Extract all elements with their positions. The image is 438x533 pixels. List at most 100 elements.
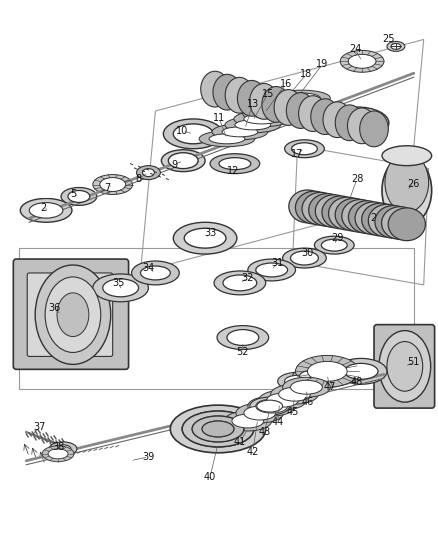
Ellipse shape bbox=[341, 199, 378, 232]
Ellipse shape bbox=[140, 266, 170, 280]
Ellipse shape bbox=[347, 54, 375, 68]
Ellipse shape bbox=[354, 202, 392, 235]
Text: 45: 45 bbox=[286, 407, 298, 417]
Ellipse shape bbox=[278, 387, 310, 401]
Ellipse shape bbox=[381, 207, 418, 239]
Ellipse shape bbox=[247, 259, 295, 281]
Text: 26: 26 bbox=[406, 179, 419, 189]
Ellipse shape bbox=[321, 239, 346, 251]
Text: 40: 40 bbox=[204, 472, 215, 482]
Ellipse shape bbox=[299, 370, 325, 382]
Text: 39: 39 bbox=[142, 452, 154, 462]
Ellipse shape bbox=[212, 74, 241, 110]
Ellipse shape bbox=[49, 442, 77, 456]
Ellipse shape bbox=[277, 373, 317, 390]
Ellipse shape bbox=[325, 107, 388, 139]
Ellipse shape bbox=[247, 396, 295, 416]
Ellipse shape bbox=[386, 42, 404, 51]
Ellipse shape bbox=[252, 109, 288, 119]
Ellipse shape bbox=[199, 131, 254, 147]
Ellipse shape bbox=[99, 177, 125, 191]
Text: 31: 31 bbox=[271, 258, 283, 268]
Ellipse shape bbox=[242, 106, 298, 122]
Ellipse shape bbox=[339, 51, 383, 72]
Ellipse shape bbox=[223, 275, 256, 291]
Text: 48: 48 bbox=[350, 377, 362, 387]
Ellipse shape bbox=[102, 279, 138, 297]
Ellipse shape bbox=[249, 84, 278, 119]
Ellipse shape bbox=[374, 206, 411, 238]
Text: 41: 41 bbox=[233, 437, 245, 447]
Ellipse shape bbox=[263, 95, 318, 111]
Ellipse shape bbox=[224, 117, 280, 133]
Ellipse shape bbox=[222, 127, 257, 137]
Ellipse shape bbox=[57, 293, 88, 336]
Ellipse shape bbox=[45, 277, 101, 352]
Ellipse shape bbox=[291, 143, 317, 155]
Ellipse shape bbox=[142, 168, 154, 176]
Ellipse shape bbox=[192, 416, 243, 442]
Text: 34: 34 bbox=[142, 263, 154, 273]
Ellipse shape bbox=[381, 146, 431, 166]
FancyBboxPatch shape bbox=[27, 273, 113, 357]
Ellipse shape bbox=[284, 140, 324, 158]
Ellipse shape bbox=[131, 261, 179, 285]
Text: 52: 52 bbox=[236, 348, 248, 358]
Ellipse shape bbox=[359, 111, 388, 147]
Ellipse shape bbox=[208, 134, 244, 144]
Ellipse shape bbox=[256, 400, 282, 412]
Text: 19: 19 bbox=[315, 59, 328, 69]
Text: 23: 23 bbox=[354, 124, 367, 134]
Ellipse shape bbox=[182, 411, 253, 447]
Text: 38: 38 bbox=[52, 442, 64, 452]
Ellipse shape bbox=[261, 86, 290, 122]
Ellipse shape bbox=[55, 445, 71, 453]
Text: 8: 8 bbox=[135, 174, 141, 183]
Ellipse shape bbox=[173, 222, 237, 254]
Ellipse shape bbox=[308, 193, 345, 227]
Ellipse shape bbox=[237, 80, 265, 116]
Ellipse shape bbox=[292, 367, 332, 385]
Text: 24: 24 bbox=[348, 44, 360, 54]
Ellipse shape bbox=[184, 228, 226, 248]
Ellipse shape bbox=[243, 114, 279, 124]
Ellipse shape bbox=[347, 108, 375, 144]
Text: 15: 15 bbox=[261, 89, 273, 99]
Ellipse shape bbox=[168, 153, 198, 168]
Text: 28: 28 bbox=[350, 174, 363, 183]
Ellipse shape bbox=[270, 384, 318, 404]
Text: 44: 44 bbox=[271, 417, 283, 427]
Ellipse shape bbox=[284, 93, 320, 103]
Ellipse shape bbox=[386, 342, 422, 391]
FancyBboxPatch shape bbox=[13, 259, 128, 369]
Text: 47: 47 bbox=[322, 382, 335, 392]
Text: 17: 17 bbox=[291, 149, 303, 159]
Ellipse shape bbox=[348, 201, 385, 233]
Ellipse shape bbox=[61, 188, 96, 205]
Ellipse shape bbox=[212, 124, 267, 140]
Ellipse shape bbox=[274, 90, 329, 106]
Ellipse shape bbox=[243, 406, 275, 420]
Text: 5: 5 bbox=[70, 189, 76, 199]
Ellipse shape bbox=[335, 105, 363, 141]
Ellipse shape bbox=[170, 405, 265, 453]
Ellipse shape bbox=[314, 195, 352, 228]
Text: 32: 32 bbox=[241, 273, 254, 283]
Text: 11: 11 bbox=[212, 113, 225, 123]
Ellipse shape bbox=[282, 248, 325, 268]
Ellipse shape bbox=[335, 112, 378, 134]
Ellipse shape bbox=[35, 265, 110, 365]
Ellipse shape bbox=[263, 103, 299, 113]
Ellipse shape bbox=[226, 329, 258, 345]
Ellipse shape bbox=[136, 166, 160, 180]
Ellipse shape bbox=[231, 414, 263, 428]
Ellipse shape bbox=[29, 203, 63, 218]
Ellipse shape bbox=[307, 361, 346, 381]
Text: 18: 18 bbox=[300, 69, 312, 79]
Text: 12: 12 bbox=[226, 166, 239, 175]
Ellipse shape bbox=[255, 263, 287, 277]
Ellipse shape bbox=[173, 124, 212, 144]
Ellipse shape bbox=[42, 446, 74, 462]
Ellipse shape bbox=[314, 236, 353, 254]
Ellipse shape bbox=[390, 43, 400, 50]
